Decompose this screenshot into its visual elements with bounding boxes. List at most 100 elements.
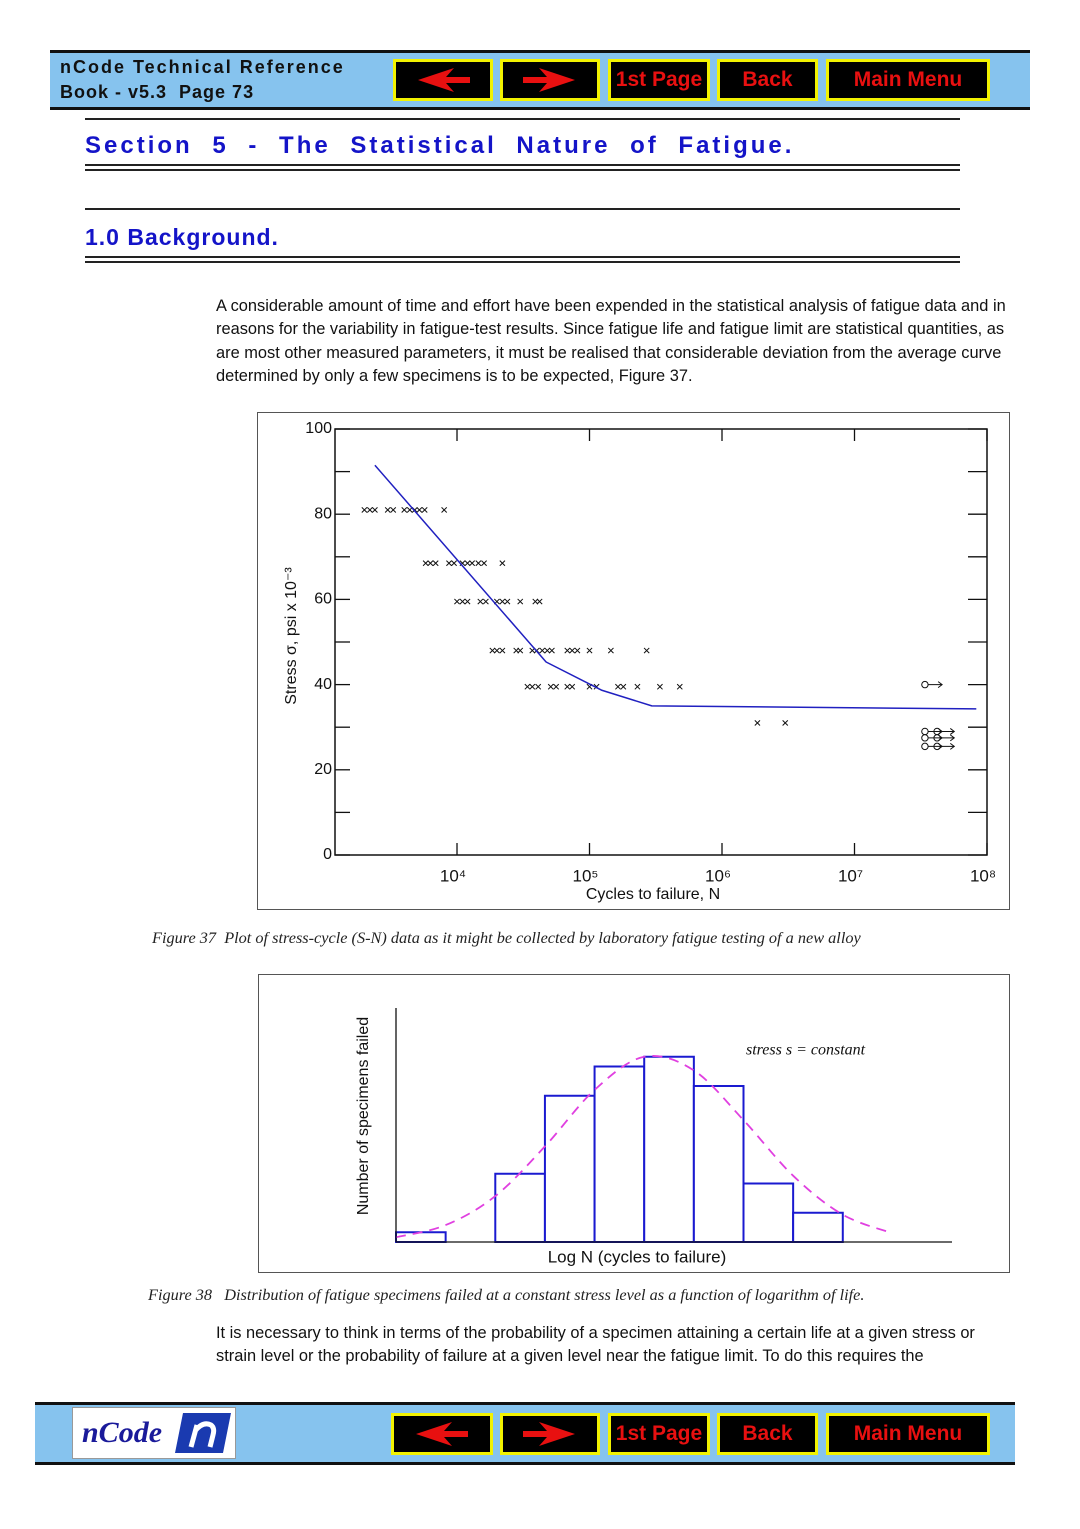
runout-point [921, 680, 943, 689]
header-title: nCode Technical Reference [60, 57, 345, 77]
prev-button[interactable] [391, 1413, 493, 1455]
data-point [427, 560, 434, 567]
x-tick-label: 10⁸ [970, 866, 996, 885]
data-point [421, 506, 428, 513]
figure-box: stress s = constant Log N (cycles to fail… [258, 974, 1010, 1273]
rule [85, 118, 960, 120]
section-title: Section 5 - The Statistical Nature of Fa… [85, 132, 795, 159]
histogram-bar [395, 1231, 447, 1243]
x-tick-label: 10⁶ [705, 866, 731, 885]
y-tick-label: 60 [314, 591, 332, 608]
data-point [384, 506, 391, 513]
data-point [569, 647, 576, 654]
data-point [499, 560, 506, 567]
runout-circle [921, 680, 929, 689]
data-point [416, 506, 423, 513]
data-point [569, 683, 576, 690]
next-button[interactable] [500, 59, 600, 101]
figure-caption: Figure 37 Plot of stress-cycle (S-N) dat… [152, 928, 861, 947]
subsection-title: 1.0 Background. [85, 224, 279, 250]
data-point [615, 683, 621, 690]
data-point [464, 598, 471, 605]
data-point [535, 683, 542, 690]
data-point [539, 647, 546, 654]
paragraph: It is necessary to think in terms of the… [216, 1324, 975, 1366]
x-tick-label: 10⁷ [838, 866, 863, 885]
data-point [441, 506, 448, 513]
annotation: stress s = constant [746, 1042, 866, 1059]
data-point [475, 560, 482, 567]
data-point [524, 683, 531, 690]
back-button[interactable]: Back [717, 59, 818, 101]
main-menu-button[interactable]: Main Menu [826, 1413, 990, 1455]
rule [85, 208, 960, 210]
y-axis-label: Stress σ, psi x 10⁻³ [283, 567, 300, 705]
next-button[interactable] [500, 1413, 600, 1455]
data-point [489, 647, 496, 654]
data-point [481, 560, 488, 567]
histogram-bar [742, 1182, 795, 1243]
data-point [366, 506, 373, 513]
data-point [676, 683, 683, 690]
data-point [469, 560, 476, 567]
prev-button[interactable] [393, 59, 493, 101]
data-point [547, 683, 554, 690]
y-tick-label: 20 [314, 761, 332, 778]
y-tick-label: 80 [314, 505, 332, 522]
data-point [493, 647, 500, 654]
histogram-bar [792, 1211, 844, 1243]
rule [85, 256, 960, 258]
data-point [499, 647, 506, 654]
y-tick-label: 100 [305, 420, 332, 437]
data-point [482, 598, 489, 605]
data-point [446, 560, 452, 567]
fit-curve [374, 464, 977, 710]
paragraph: A considerable amount of time and effort… [216, 297, 1006, 385]
data-point [634, 683, 641, 690]
header-subtitle: Book - v5.3 Page 73 [60, 82, 255, 102]
back-button[interactable]: Back [717, 1413, 818, 1455]
y-tick-label: 40 [314, 676, 332, 693]
runout-arrow [940, 742, 956, 750]
data-point [477, 598, 484, 605]
data-point [564, 683, 571, 690]
x-tick-label: 10⁵ [573, 866, 599, 885]
data-point [517, 647, 524, 654]
data-point [454, 598, 460, 605]
histogram-chart: stress s = constant Log N (cycles to fail… [355, 1008, 952, 1266]
runout-arrow [928, 681, 943, 688]
first-page-button[interactable]: 1st Page [608, 1413, 710, 1455]
runout-point [933, 742, 956, 751]
prev-icon [416, 1422, 468, 1446]
data-point [459, 598, 466, 605]
data-point [390, 506, 397, 513]
runout-arrow [940, 728, 956, 735]
data-point [548, 647, 555, 654]
data-point [499, 598, 506, 605]
prev-icon [418, 68, 470, 92]
logo: nCode [72, 1407, 236, 1459]
data-point [536, 598, 543, 605]
plot-frame [334, 428, 988, 856]
data-point [586, 647, 593, 654]
data-point [782, 719, 789, 726]
data-point [564, 647, 571, 654]
first-page-button[interactable]: 1st Page [608, 59, 710, 101]
main-menu-button[interactable]: Main Menu [826, 59, 990, 101]
rule [85, 164, 960, 166]
histogram-bar [543, 1094, 596, 1243]
histogram-bar [692, 1085, 745, 1243]
rule [85, 261, 960, 263]
figure-box: 0 20 40 60 80 100 10⁴ 10⁵ 10⁶ 10⁷ 10⁸ Cycles to fai… [257, 412, 1010, 910]
data-point [544, 647, 551, 654]
data-point [607, 647, 614, 654]
data-point [574, 647, 581, 654]
runout-circle [921, 727, 929, 736]
data-point [464, 560, 471, 567]
sn-chart: 0 20 40 60 80 100 10⁴ 10⁵ 10⁶ 10⁷ 10⁸ Cycles to fai… [283, 420, 996, 903]
data-point [643, 647, 650, 654]
next-icon [523, 68, 575, 92]
data-point [451, 560, 458, 567]
data-point [371, 506, 378, 513]
